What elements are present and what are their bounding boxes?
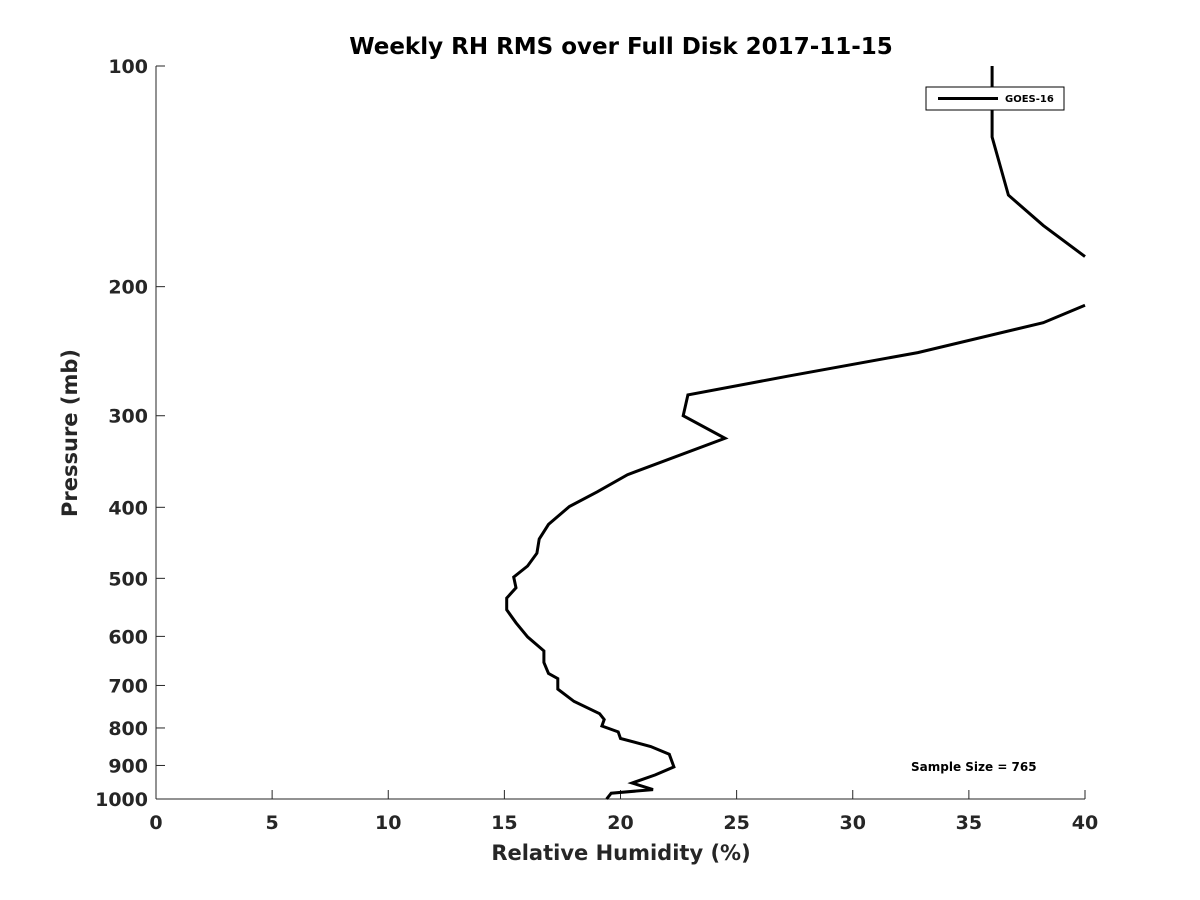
- sample-size-annotation: Sample Size = 765: [911, 760, 1037, 774]
- series-line-goes-16: [505, 303, 1086, 800]
- y-tick-label: 700: [108, 675, 148, 697]
- series-line-goes-16: [990, 66, 1086, 258]
- y-tick-label: 800: [108, 718, 148, 740]
- y-tick-label: 900: [108, 755, 148, 777]
- y-tick-label: 400: [108, 497, 148, 519]
- x-tick-label: 10: [375, 812, 401, 834]
- x-tick-label: 0: [149, 812, 162, 834]
- x-tick-label: 40: [1072, 812, 1098, 834]
- y-tick-label: 100: [108, 56, 148, 78]
- legend-label: GOES-16: [1005, 94, 1054, 105]
- y-tick-label: 1000: [95, 789, 148, 811]
- x-axis-ticks: 0 5 10 15 20 25 30 35 40: [149, 790, 1098, 834]
- x-axis-label: Relative Humidity (%): [491, 841, 750, 865]
- y-tick-label: 200: [108, 277, 148, 299]
- y-axis-ticks: 100 200 300 400 500 600 700 800 900 1000: [95, 56, 165, 811]
- y-axis-label: Pressure (mb): [58, 349, 82, 517]
- x-tick-label: 20: [607, 812, 633, 834]
- y-tick-label: 500: [108, 568, 148, 590]
- chart-title: Weekly RH RMS over Full Disk 2017-11-15: [349, 34, 893, 60]
- y-tick-label: 300: [108, 406, 148, 428]
- legend: GOES-16: [925, 86, 1065, 111]
- x-tick-label: 15: [491, 812, 517, 834]
- y-tick-label: 600: [108, 626, 148, 648]
- x-tick-label: 35: [956, 812, 982, 834]
- x-tick-label: 5: [266, 812, 279, 834]
- x-tick-label: 30: [840, 812, 866, 834]
- series-group: [505, 66, 1086, 800]
- x-tick-label: 25: [723, 812, 749, 834]
